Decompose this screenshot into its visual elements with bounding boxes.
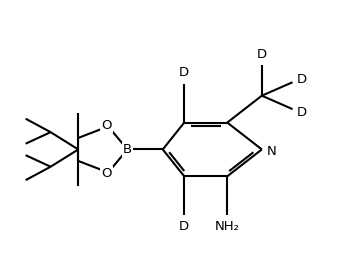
Text: O: O [101, 167, 111, 180]
Text: D: D [257, 48, 267, 61]
Text: D: D [179, 220, 189, 233]
Text: N: N [266, 145, 276, 158]
Text: B: B [123, 143, 132, 156]
Text: D: D [296, 106, 306, 119]
Text: O: O [101, 119, 111, 132]
Text: NH₂: NH₂ [215, 221, 240, 233]
Text: D: D [179, 66, 189, 79]
Text: D: D [296, 73, 306, 86]
